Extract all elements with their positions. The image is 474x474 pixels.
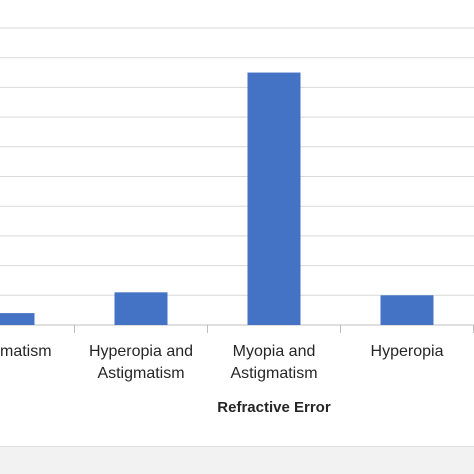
bar <box>114 292 168 325</box>
bar <box>380 295 434 325</box>
bar <box>247 72 301 325</box>
footer-strip <box>0 446 474 474</box>
x-axis-title: Refractive Error <box>217 399 331 416</box>
x-tick-label: Myopia and Astigmatism <box>230 343 318 382</box>
x-tick-label: Astigmatism <box>0 343 52 360</box>
x-tick-label: Hyperopia and Astigmatism <box>88 343 194 382</box>
x-tick-label: Hyperopia <box>370 343 444 360</box>
bar <box>0 313 35 325</box>
